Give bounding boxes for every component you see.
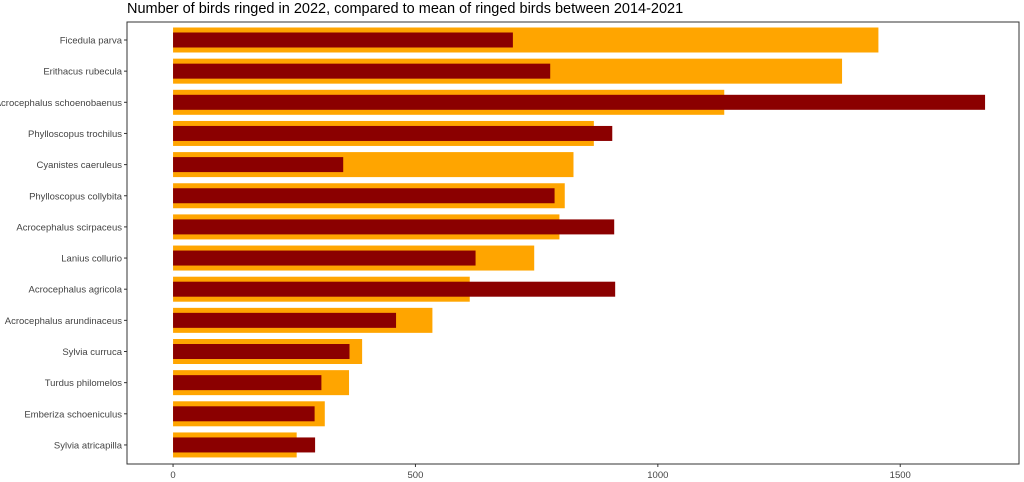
category-label: Emberiza schoeniculus xyxy=(24,409,122,420)
x-axis: 0 500 1000 1500 xyxy=(170,464,911,481)
category-label: Acrocephalus scirpaceus xyxy=(16,222,122,233)
ringed-2022-bar xyxy=(173,437,316,453)
chart-title: Number of birds ringed in 2022, compared… xyxy=(127,1,684,17)
category-label: Ficedula parva xyxy=(60,36,123,47)
x-tick-label: 1500 xyxy=(890,470,911,481)
category-label: Cyanistes caeruleus xyxy=(36,160,122,171)
category-label: Turdus philomelos xyxy=(45,378,123,389)
ringed-2022-bar xyxy=(173,406,315,422)
y-axis: Ficedula parva Erithacus rubecula Acroceph… xyxy=(0,36,127,451)
ringed-2022-bar xyxy=(173,375,322,391)
x-tick-label: 0 xyxy=(170,470,175,481)
ringed-2022-bar xyxy=(173,157,344,173)
category-label: Phylloscopus collybita xyxy=(29,191,123,202)
category-label: Phylloscopus trochilus xyxy=(28,129,122,140)
category-label: Acrocephalus schoenobaenus xyxy=(0,98,122,109)
ringed-2022-bar xyxy=(173,32,513,48)
ringed-2022-bar xyxy=(173,281,616,297)
ringed-2022-bar xyxy=(173,125,613,141)
ringed-2022-bar xyxy=(173,94,986,110)
category-label: Erithacus rubecula xyxy=(43,67,122,78)
category-label: Acrocephalus agricola xyxy=(29,285,123,296)
ringed-2022-bar xyxy=(173,219,615,235)
ringed-2022-bar xyxy=(173,250,476,266)
plot-panel-border xyxy=(126,21,1020,465)
category-label: Sylvia curruca xyxy=(62,347,122,358)
category-label: Sylvia atricapilla xyxy=(54,440,123,451)
mean-2014-2021-bars xyxy=(173,27,879,458)
ringed-2022-bar xyxy=(173,344,350,359)
category-label: Acrocephalus arundinaceus xyxy=(5,316,122,327)
ringed-2022-bar xyxy=(173,63,551,79)
category-label: Lanius collurio xyxy=(61,254,122,265)
ringed-2022-bar xyxy=(173,188,555,204)
ringed-2022-bar xyxy=(173,312,397,328)
ringed-2022-bars xyxy=(173,32,986,453)
x-tick-label: 1000 xyxy=(647,470,668,481)
x-tick-label: 500 xyxy=(408,470,424,481)
